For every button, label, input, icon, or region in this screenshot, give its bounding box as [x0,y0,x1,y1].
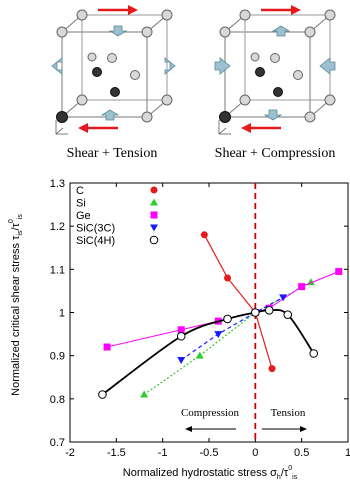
y-tick-label: 1.1 [50,264,65,276]
label-part: is [17,230,24,236]
cube-compression-diagram [214,5,336,135]
data-point [335,267,343,275]
data-point [279,294,288,302]
series [98,231,343,399]
label-part: Normalized critical shear stress τ [10,235,22,396]
legend-label: SiC(3C) [76,223,115,235]
y-tick-label: 0.9 [50,351,65,363]
label-part: /τ [10,222,22,230]
legend-marker [149,235,159,245]
label-part: h [277,474,281,481]
shear-arrow-bottom-right-icon [241,123,281,133]
compression-arrow-icon [185,426,236,432]
data-point [103,343,111,351]
data-point [200,231,208,239]
data-point [223,314,232,324]
caption-shear-tension: Shear + Tension [67,146,158,161]
axes-triad-icon [55,120,68,135]
legend-marker [150,224,158,232]
x-axis-label: Normalized hydrostatic stress σh/τ0is [123,465,298,481]
data-point [140,390,149,398]
legend-label: C [76,185,84,197]
data-point [224,274,232,282]
series-line [180,296,284,361]
legend-label: Si [76,198,86,210]
series-line [203,234,273,369]
label-part: is [17,214,24,220]
data-point [195,351,204,359]
tension-arrow-icon [262,426,307,432]
data-point [177,356,186,364]
legend-label: SiC(4H) [76,235,115,247]
x-tick-label: 1 [345,447,350,459]
legend-label: Ge [76,210,91,222]
shear-arrow-top-right-icon [261,5,301,15]
label-part: Normalized hydrostatic stress σ [123,467,277,479]
tension-arrows-icon [51,25,176,121]
compression-arrows-icon [214,25,336,121]
label-part: 0 [8,219,15,223]
series-line [143,281,312,396]
chart: -2 -1.5 -1 -0.5 0 0.5 10.70.80.911.11.21.3 CSi… [8,178,350,481]
shear-arrow-top-icon [98,5,138,15]
y-tick-label: 1 [59,308,65,320]
data-point [264,306,274,315]
x-tick-label: -1 [158,447,168,459]
x-tick-label: -2 [65,447,75,459]
series-line [106,271,339,348]
caption-shear-compression: Shear + Compression [215,146,336,161]
data-point [214,331,223,339]
series-c [200,231,276,373]
x-tick-label: 0.5 [294,447,309,459]
x-tick-label: -0.5 [200,447,219,459]
cube-tension-diagram [51,5,176,135]
data-point [176,331,186,341]
label-part: 0 [288,465,292,472]
tension-label: Tension [271,407,306,419]
data-point [309,349,319,358]
shear-arrow-bottom-icon [78,123,118,133]
data-point [283,310,293,319]
data-point [268,365,276,373]
data-point [251,308,260,317]
series-sic4h [98,306,319,399]
legend-marker [150,198,158,206]
data-point [298,283,306,291]
y-axis-label: Normalized critical shear stress τis/τ0i… [8,214,24,396]
legend-marker [150,186,158,194]
x-tick-label: 0 [252,447,258,459]
y-tick-label: 1.2 [50,221,65,233]
legend-marker [150,211,158,219]
series-si [140,278,315,398]
y-tick-label: 0.7 [50,437,65,449]
label-part: /τ [281,467,289,479]
y-tick-label: 1.3 [50,178,65,190]
axis-ticks: -2 -1.5 -1 -0.5 0 0.5 1 0.7 0.8 0.9 1 1.1 1.2 1.3 [50,178,350,459]
axes-triad-right-icon [218,120,231,135]
series-line [101,309,315,396]
x-tick-label: -1.5 [107,447,126,459]
data-point [98,390,107,399]
data-point [177,326,185,334]
label-part: is [292,474,298,481]
y-tick-label: 0.8 [50,394,65,406]
compression-label: Compression [181,407,240,419]
